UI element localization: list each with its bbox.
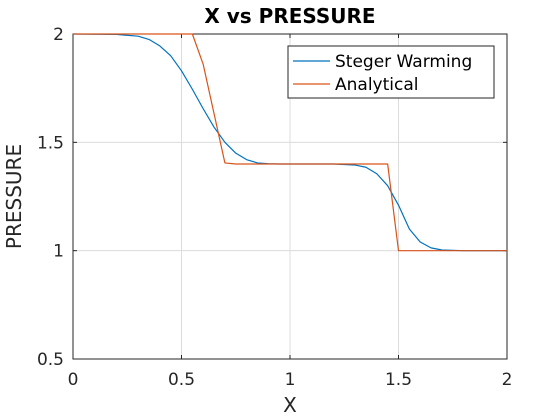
series-lines: [72, 33, 507, 252]
x-tick-label: 2: [502, 370, 513, 390]
y-tick-label: 2: [53, 25, 64, 45]
legend: Steger Warming Analytical: [287, 45, 495, 99]
x-tick-label: 0.5: [168, 370, 195, 390]
legend-label-steger-warming: Steger Warming: [335, 52, 472, 72]
legend-box: [287, 45, 495, 99]
x-axis-label: X: [283, 393, 297, 417]
y-axis-label: PRESSURE: [2, 144, 26, 249]
x-tick-label: 1: [285, 370, 296, 390]
legend-label-analytical: Analytical: [335, 75, 418, 95]
y-tick-label: 1.5: [37, 133, 64, 153]
x-tick-label: 0: [68, 370, 79, 390]
x-axis-ticks: 0 0.5 1 1.5 2: [68, 34, 513, 390]
y-tick-label: 1: [53, 242, 64, 262]
y-tick-label: 0.5: [37, 350, 64, 370]
chart-title: X vs PRESSURE: [204, 4, 375, 28]
series-line-analytical: [73, 33, 507, 252]
y-axis-ticks: 0.5 1 1.5 2: [37, 25, 507, 370]
x-tick-label: 1.5: [385, 370, 412, 390]
